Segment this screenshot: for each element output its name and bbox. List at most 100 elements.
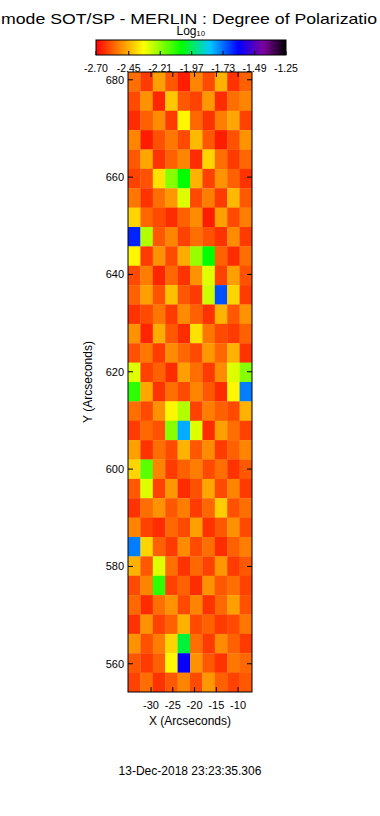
cell bbox=[153, 305, 166, 325]
cell bbox=[153, 285, 166, 305]
cell bbox=[128, 556, 141, 576]
cell bbox=[153, 382, 166, 402]
cell bbox=[140, 343, 153, 363]
cell bbox=[165, 285, 178, 305]
cell bbox=[153, 401, 166, 421]
cell bbox=[165, 72, 178, 92]
cell bbox=[178, 401, 191, 421]
cell bbox=[202, 401, 215, 421]
cell bbox=[153, 72, 166, 92]
cell bbox=[227, 615, 240, 635]
colorbar bbox=[96, 40, 286, 55]
cell bbox=[128, 169, 141, 189]
cell bbox=[215, 266, 228, 286]
cell bbox=[227, 91, 240, 111]
cell bbox=[227, 673, 240, 692]
colorbar-label: Log₁₀ bbox=[176, 24, 205, 38]
cell bbox=[215, 363, 228, 383]
y-tick-label: 660 bbox=[106, 171, 124, 183]
cell bbox=[240, 479, 252, 499]
cell bbox=[215, 188, 228, 208]
cell bbox=[178, 150, 191, 170]
x-tick bbox=[238, 687, 239, 692]
cell bbox=[128, 537, 141, 557]
cell bbox=[202, 537, 215, 557]
cell bbox=[240, 266, 252, 286]
cell bbox=[215, 401, 228, 421]
y-tick-label: 580 bbox=[106, 560, 124, 572]
y-tick bbox=[128, 177, 133, 178]
cell bbox=[140, 518, 153, 538]
cell bbox=[190, 498, 203, 518]
cell bbox=[227, 246, 240, 266]
cell bbox=[215, 479, 228, 499]
cell bbox=[165, 421, 178, 441]
cell bbox=[240, 208, 252, 228]
cell bbox=[140, 556, 153, 576]
cell bbox=[165, 634, 178, 654]
cell bbox=[178, 556, 191, 576]
cell bbox=[140, 111, 153, 131]
cell bbox=[153, 343, 166, 363]
cell bbox=[140, 169, 153, 189]
cell bbox=[165, 382, 178, 402]
cell bbox=[140, 285, 153, 305]
cell bbox=[190, 169, 203, 189]
cell bbox=[215, 653, 228, 673]
cell bbox=[240, 343, 252, 363]
cell bbox=[215, 440, 228, 460]
cell bbox=[178, 460, 191, 480]
cell bbox=[202, 305, 215, 325]
cell bbox=[153, 556, 166, 576]
chart: mode SOT/SP - MERLIN : Degree of Polariz… bbox=[0, 0, 380, 816]
cell bbox=[128, 479, 141, 499]
cell bbox=[202, 169, 215, 189]
cell bbox=[178, 188, 191, 208]
cell bbox=[202, 460, 215, 480]
cell bbox=[178, 576, 191, 596]
y-tick bbox=[128, 663, 133, 664]
cell bbox=[140, 595, 153, 615]
cell bbox=[128, 460, 141, 480]
cell bbox=[153, 266, 166, 286]
cell bbox=[240, 673, 252, 692]
cell bbox=[227, 150, 240, 170]
cell bbox=[190, 615, 203, 635]
cell bbox=[227, 634, 240, 654]
cell bbox=[215, 673, 228, 692]
cell bbox=[202, 556, 215, 576]
x-tick bbox=[238, 72, 239, 77]
cell bbox=[178, 363, 191, 383]
x-tick bbox=[194, 72, 195, 77]
y-tick-label: 620 bbox=[106, 366, 124, 378]
cell bbox=[128, 382, 141, 402]
cell bbox=[178, 324, 191, 344]
cell bbox=[215, 634, 228, 654]
cell bbox=[190, 653, 203, 673]
cell bbox=[165, 479, 178, 499]
cell bbox=[190, 208, 203, 228]
cell bbox=[140, 479, 153, 499]
cell bbox=[178, 111, 191, 131]
cell bbox=[240, 634, 252, 654]
cell bbox=[178, 72, 191, 92]
cell bbox=[240, 556, 252, 576]
y-tick-label: 640 bbox=[106, 268, 124, 280]
cell bbox=[140, 673, 153, 692]
x-tick bbox=[151, 687, 152, 692]
cell bbox=[128, 72, 141, 92]
cell bbox=[227, 169, 240, 189]
cell bbox=[153, 169, 166, 189]
cell bbox=[178, 518, 191, 538]
colorbar-tick bbox=[191, 51, 192, 55]
cell bbox=[240, 285, 252, 305]
cell bbox=[153, 111, 166, 131]
cell bbox=[202, 285, 215, 305]
cell bbox=[215, 150, 228, 170]
y-tick bbox=[247, 371, 252, 372]
cell bbox=[240, 72, 252, 92]
cell bbox=[202, 130, 215, 150]
cell bbox=[140, 382, 153, 402]
cell bbox=[128, 305, 141, 325]
cell bbox=[128, 208, 141, 228]
